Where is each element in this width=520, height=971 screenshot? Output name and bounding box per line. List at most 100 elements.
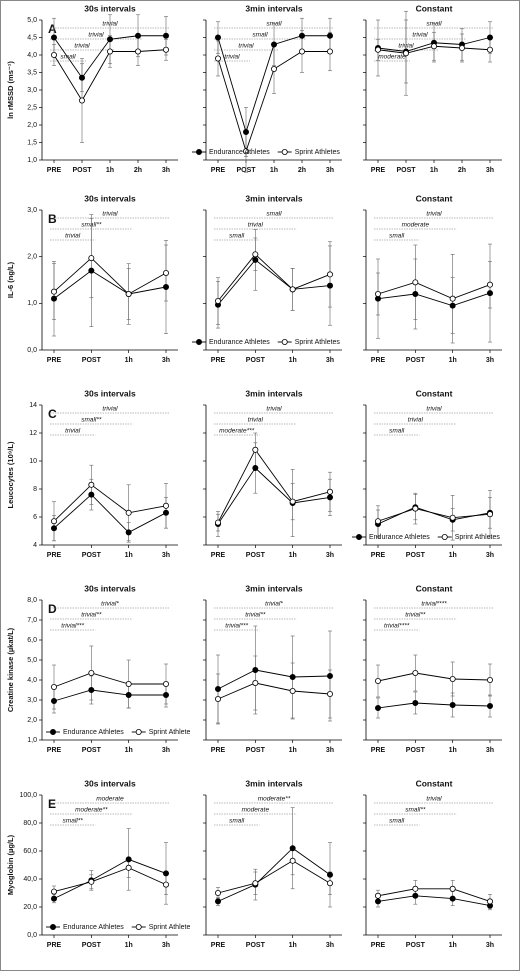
effect-size: small	[389, 233, 405, 240]
effect-size: small**	[63, 818, 84, 825]
effect-size: moderate	[242, 807, 270, 814]
x-tick-label: PRE	[47, 552, 62, 559]
x-tick-label: PRE	[47, 942, 62, 949]
marker	[270, 41, 277, 48]
series-line	[217, 448, 331, 523]
marker	[242, 148, 249, 155]
x-tick-label: 1h	[289, 552, 297, 559]
marker	[326, 494, 333, 501]
marker	[449, 302, 456, 309]
x-tick-label: PRE	[211, 167, 226, 174]
marker	[326, 282, 333, 289]
y-tick-label: 10	[29, 458, 37, 465]
y-tick-label: 1,5	[27, 139, 37, 146]
effect-size: trivial	[408, 417, 424, 424]
y-tick-label: 40,0	[23, 876, 37, 883]
effect-size: small**	[81, 417, 102, 424]
series-line	[217, 669, 331, 690]
marker	[252, 667, 259, 674]
y-axis-label: Myoglobin (µg/L)	[6, 834, 15, 895]
marker	[486, 703, 493, 710]
marker	[486, 281, 493, 288]
marker	[412, 700, 419, 707]
effect-size: moderate**	[258, 796, 291, 803]
y-tick-label: 4,5	[27, 34, 37, 41]
marker	[162, 269, 169, 276]
x-tick-label: POST	[82, 942, 102, 949]
marker	[486, 898, 493, 905]
effect-size: trivial	[224, 54, 240, 61]
marker	[289, 857, 296, 864]
marker	[326, 271, 333, 278]
legend-label: Sprint Athletes	[295, 339, 341, 346]
panel-title: Constant	[416, 583, 453, 593]
marker	[252, 464, 259, 471]
series-line	[53, 672, 166, 688]
marker	[326, 32, 333, 39]
panel-label: C	[48, 407, 57, 421]
x-tick-label: 1h	[125, 552, 133, 559]
series-line	[53, 689, 166, 702]
y-axis-label: Leucocytes (10⁹/L)	[6, 441, 15, 508]
x-tick-label: 1h	[270, 167, 278, 174]
effect-size: trivial	[74, 43, 90, 50]
x-tick-label: 1h	[289, 747, 297, 754]
x-tick-label: 2h	[134, 167, 142, 174]
x-tick-label: 3h	[326, 167, 334, 174]
x-tick-label: PRE	[371, 942, 386, 949]
marker	[430, 43, 437, 50]
marker	[412, 670, 419, 677]
marker	[374, 898, 381, 905]
x-tick-label: PRE	[371, 552, 386, 559]
y-tick-label: 80,0	[23, 820, 37, 827]
legend-marker	[135, 924, 142, 931]
effect-size: trivial	[238, 43, 254, 50]
marker	[107, 48, 114, 55]
x-tick-label: 1h	[289, 942, 297, 949]
x-tick-label: 3h	[162, 552, 170, 559]
marker	[51, 518, 58, 525]
x-tick-label: 3h	[326, 942, 334, 949]
effect-size: trivial	[426, 406, 442, 413]
marker	[326, 880, 333, 887]
series-line	[53, 270, 167, 300]
x-tick-label: POST	[82, 747, 102, 754]
effect-size: trivial	[426, 796, 442, 803]
legend-marker	[195, 338, 202, 345]
panel-title: 3min intervals	[245, 778, 302, 788]
panel-label: D	[48, 602, 57, 616]
x-tick-label: 3h	[162, 942, 170, 949]
panel-title: Constant	[416, 388, 453, 398]
marker	[134, 32, 141, 39]
y-tick-label: 6	[33, 514, 37, 521]
x-tick-label: PRE	[211, 357, 226, 364]
effect-size: trivial***	[225, 623, 248, 630]
x-tick-label: POST	[246, 747, 266, 754]
effect-size: trivial	[102, 406, 118, 413]
panel-title: 3min intervals	[245, 583, 302, 593]
legend-label: Sprint Athlete	[149, 924, 191, 931]
x-tick-label: 1h	[449, 942, 457, 949]
marker	[298, 48, 305, 55]
y-tick-label: 12	[29, 430, 37, 437]
x-tick-label: 1h	[449, 552, 457, 559]
marker	[289, 286, 296, 293]
effect-size: small	[229, 818, 245, 825]
effect-size: trivial	[426, 211, 442, 218]
marker	[402, 50, 409, 57]
y-tick-label: 8	[33, 486, 37, 493]
legend-label: Sprint Athletes	[295, 149, 341, 156]
marker	[289, 845, 296, 852]
marker	[449, 895, 456, 902]
marker	[449, 514, 456, 521]
effect-size: trivial**	[405, 612, 426, 619]
effect-size: moderate	[402, 222, 430, 229]
x-tick-label: 3h	[162, 357, 170, 364]
x-tick-label: POST	[406, 552, 426, 559]
marker	[51, 895, 58, 902]
y-tick-label: 3,0	[27, 207, 37, 214]
marker	[51, 288, 58, 295]
marker	[88, 670, 95, 677]
x-tick-label: 3h	[486, 747, 494, 754]
x-tick-label: 3h	[162, 167, 170, 174]
